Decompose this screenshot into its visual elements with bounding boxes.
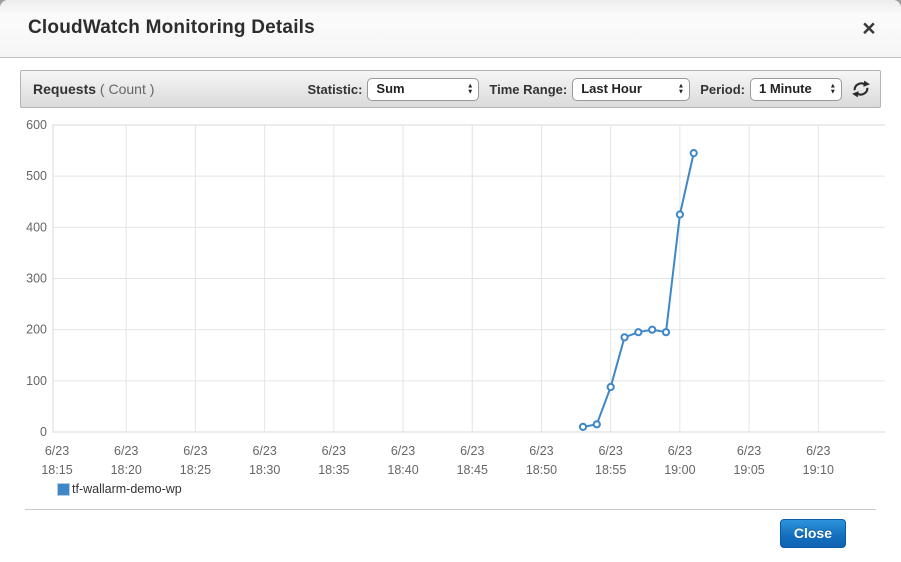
statistic-select[interactable]: Sum — [367, 77, 480, 101]
requests-line-chart: 0 100 200 300 400 500 600 6/23 18:15 6/23 18:20 6/2… — [26, 118, 885, 477]
svg-text:6/23: 6/23 — [668, 444, 692, 458]
svg-text:18:30: 18:30 — [249, 463, 280, 477]
svg-text:6/23: 6/23 — [391, 444, 415, 458]
legend-color-swatch — [57, 482, 70, 496]
svg-text:6/23: 6/23 — [737, 444, 761, 458]
time-range-select[interactable]: Last Hour — [572, 77, 691, 101]
svg-text:6/23: 6/23 — [252, 444, 276, 458]
svg-text:18:15: 18:15 — [41, 463, 72, 477]
svg-text:100: 100 — [26, 374, 47, 388]
modal-content: Requests ( Count ) Statistic: Sum ▲ ▼ Tim… — [0, 58, 901, 562]
chart-legend: tf-wallarm-demo-wp — [57, 482, 881, 496]
svg-text:18:25: 18:25 — [180, 463, 211, 477]
svg-text:500: 500 — [26, 169, 47, 183]
metric-name: Requests — [33, 81, 97, 97]
svg-text:6/23: 6/23 — [806, 444, 830, 458]
svg-text:18:35: 18:35 — [318, 463, 349, 477]
svg-text:18:45: 18:45 — [457, 463, 488, 477]
legend-series-label: tf-wallarm-demo-wp — [72, 482, 182, 496]
svg-text:6/23: 6/23 — [45, 444, 69, 458]
period-select-wrap: 1 Minute ▲ ▼ — [750, 77, 842, 101]
svg-text:6/23: 6/23 — [322, 444, 346, 458]
svg-text:18:55: 18:55 — [595, 463, 626, 477]
chart-toolbar: Requests ( Count ) Statistic: Sum ▲ ▼ Tim… — [20, 70, 881, 108]
page-title: CloudWatch Monitoring Details — [28, 17, 315, 38]
close-button[interactable]: Close — [779, 519, 846, 548]
modal-header: CloudWatch Monitoring Details × — [0, 0, 901, 58]
svg-text:6/23: 6/23 — [183, 444, 207, 458]
close-icon[interactable]: × — [855, 14, 883, 42]
footer-divider — [25, 509, 876, 510]
svg-text:6/23: 6/23 — [114, 444, 138, 458]
time-range-select-wrap: Last Hour ▲ ▼ — [572, 77, 691, 101]
svg-text:18:20: 18:20 — [111, 463, 142, 477]
metric-unit: ( Count ) — [96, 81, 155, 97]
svg-text:18:40: 18:40 — [387, 463, 418, 477]
svg-text:18:50: 18:50 — [526, 463, 557, 477]
time-range-label: Time Range: — [489, 81, 568, 97]
svg-text:6/23: 6/23 — [529, 444, 553, 458]
svg-text:400: 400 — [26, 220, 47, 234]
statistic-select-wrap: Sum ▲ ▼ — [367, 77, 480, 101]
svg-text:600: 600 — [26, 118, 47, 132]
refresh-icon — [852, 80, 870, 98]
svg-text:0: 0 — [40, 425, 47, 439]
svg-text:300: 300 — [26, 272, 47, 286]
svg-text:200: 200 — [26, 323, 47, 337]
period-label: Period: — [700, 81, 745, 97]
period-select[interactable]: 1 Minute — [750, 77, 842, 101]
modal-footer: Close — [20, 510, 881, 548]
statistic-label: Statistic: — [307, 81, 363, 97]
refresh-button[interactable] — [850, 78, 872, 100]
svg-text:19:10: 19:10 — [803, 463, 834, 477]
chart-area: 0 100 200 300 400 500 600 6/23 18:15 6/23 18:20 6/2… — [20, 118, 885, 480]
svg-text:19:05: 19:05 — [733, 463, 764, 477]
svg-text:6/23: 6/23 — [460, 444, 484, 458]
svg-text:19:00: 19:00 — [664, 463, 695, 477]
svg-text:6/23: 6/23 — [598, 444, 622, 458]
metric-title: Requests ( Count ) — [33, 81, 154, 97]
